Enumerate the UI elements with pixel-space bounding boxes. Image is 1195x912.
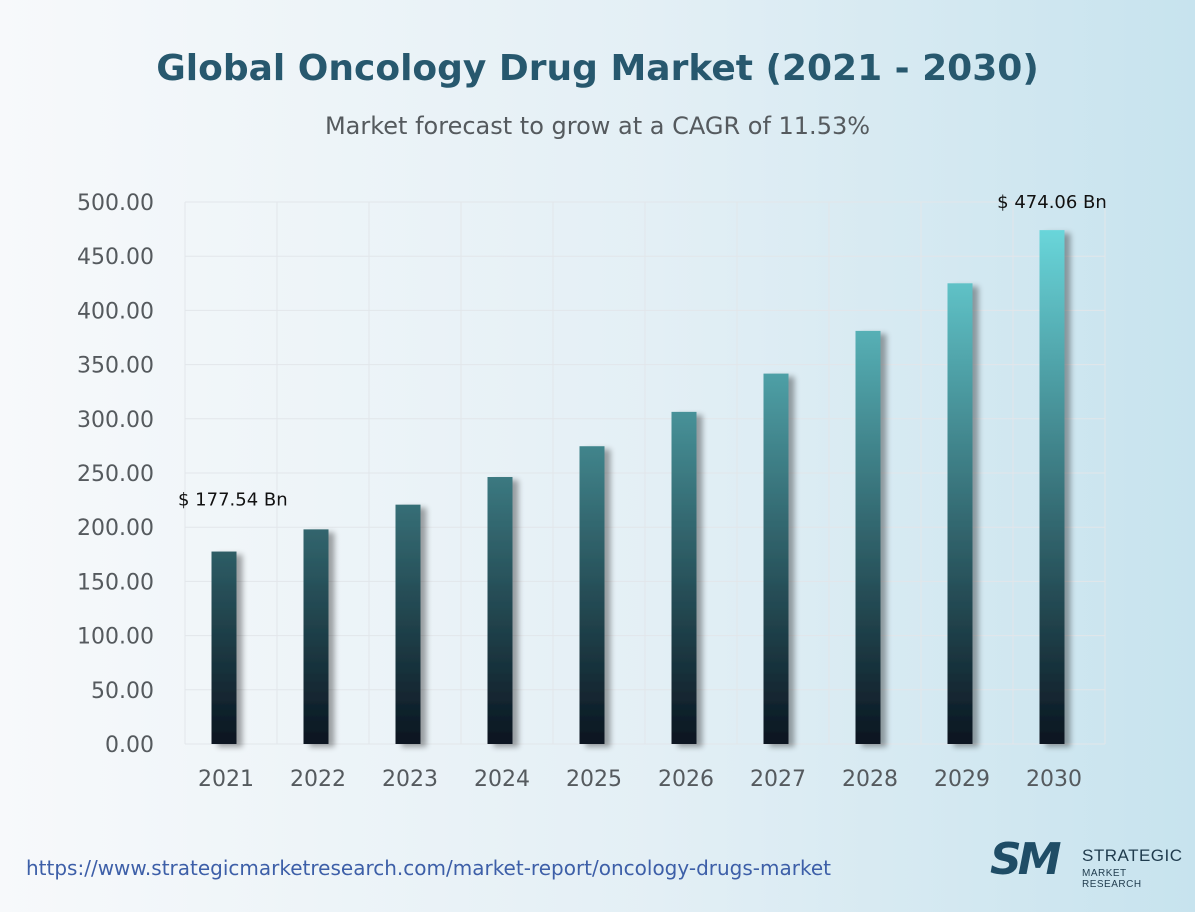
bar-2025 bbox=[579, 446, 605, 744]
bar-2026 bbox=[671, 411, 697, 744]
company-logo: SM STRATEGIC MARKET RESEARCH bbox=[990, 834, 1183, 890]
bar-2021 bbox=[211, 551, 237, 744]
chart-title: Global Oncology Drug Market (2021 - 2030… bbox=[156, 48, 1039, 89]
y-axis: 0.00 50.00 100.00 150.00 200.00 250.00 300.00 3… bbox=[77, 191, 154, 758]
bar-2023 bbox=[395, 504, 421, 744]
y-tick-label: 0.00 bbox=[105, 733, 154, 758]
y-tick-label: 200.00 bbox=[77, 516, 154, 541]
x-tick-label: 2023 bbox=[382, 767, 438, 792]
bar-2022 bbox=[303, 529, 329, 744]
logo-mark-text: SM bbox=[990, 834, 1062, 885]
x-tick-label: 2022 bbox=[290, 767, 346, 792]
data-label-2030: $ 474.06 Bn bbox=[997, 192, 1107, 213]
annotations: $ 177.54 Bn $ 474.06 Bn bbox=[178, 192, 1107, 510]
x-tick-label: 2028 bbox=[842, 767, 898, 792]
y-tick-label: 250.00 bbox=[77, 462, 154, 487]
x-tick-label: 2026 bbox=[658, 767, 714, 792]
bar-2029 bbox=[947, 283, 973, 744]
y-tick-label: 150.00 bbox=[77, 570, 154, 595]
bar-2028 bbox=[855, 330, 881, 744]
bars bbox=[211, 230, 1065, 744]
y-tick-label: 500.00 bbox=[77, 191, 154, 216]
logo-mark: SM bbox=[990, 834, 1062, 886]
data-label-2021: $ 177.54 Bn bbox=[178, 490, 288, 511]
chart-subtitle: Market forecast to grow at a CAGR of 11.… bbox=[324, 112, 871, 140]
x-axis: 2021 2022 2023 2024 2025 2026 2027 2028 2029 2030 bbox=[198, 767, 1082, 792]
logo-text-strategic: STRATEGIC bbox=[1082, 846, 1183, 865]
x-tick-label: 2024 bbox=[474, 767, 530, 792]
x-tick-label: 2029 bbox=[934, 767, 990, 792]
x-tick-label: 2027 bbox=[750, 767, 806, 792]
x-tick-label: 2030 bbox=[1026, 767, 1082, 792]
x-tick-label: 2025 bbox=[566, 767, 622, 792]
bar-2030 bbox=[1039, 230, 1065, 744]
y-tick-label: 100.00 bbox=[77, 625, 154, 650]
source-url-link[interactable]: https://www.strategicmarketresearch.com/… bbox=[26, 856, 831, 880]
x-tick-label: 2021 bbox=[198, 767, 254, 792]
y-tick-label: 50.00 bbox=[91, 679, 154, 704]
y-tick-label: 300.00 bbox=[77, 408, 154, 433]
bar-2027 bbox=[763, 373, 789, 744]
y-tick-label: 350.00 bbox=[77, 354, 154, 379]
logo-text-market-research: MARKET RESEARCH bbox=[1082, 868, 1142, 890]
bar-2024 bbox=[487, 477, 513, 744]
y-tick-label: 450.00 bbox=[77, 245, 154, 270]
y-tick-label: 400.00 bbox=[77, 299, 154, 324]
